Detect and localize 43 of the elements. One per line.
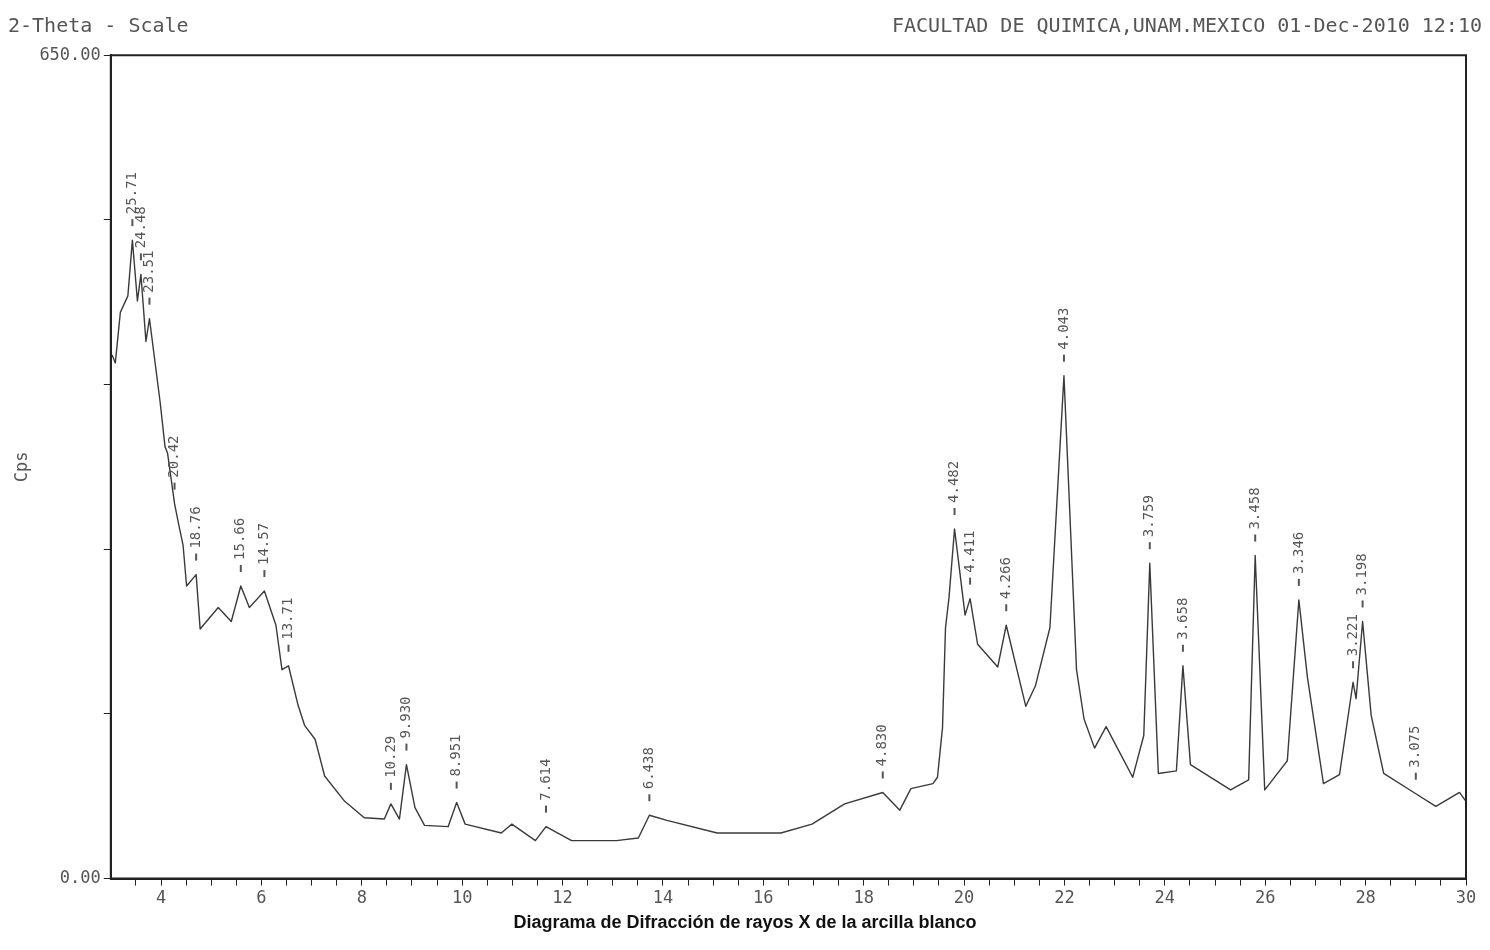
x-tick-label: 28 [1355,887,1376,908]
annotation: 3.458 [1245,487,1262,530]
annotation: 6.438 [640,747,657,790]
x-tick-label: 18 [853,887,874,908]
annotation: 18.76 [186,506,203,549]
x-tick-label: 24 [1154,887,1176,908]
y-tick-label: 0.00 [59,867,101,888]
x-tick-label: 14 [652,887,674,908]
annotation: 8.951 [447,734,464,777]
annotation: 3.221 [1343,614,1360,657]
annotation: 4.482 [945,460,962,503]
annotation: 7.614 [536,758,553,801]
annotation: 3.759 [1140,495,1157,538]
annotation: 4.266 [996,557,1013,600]
chart-subtitle: FACULTAD DE QUIMICA,UNAM.MEXICO 01-Dec-2010 12:10 [891,13,1482,37]
annotation: 3.658 [1173,597,1190,640]
annotation: 3.346 [1289,531,1306,574]
x-tick-label: 16 [753,887,774,908]
annotation: 4.411 [960,530,977,573]
x-tick-label: 30 [1455,887,1477,908]
text: Diagrama de Difracción de rayos X de la arcilla blanco [512,912,978,933]
x-tick-label: 20 [953,887,975,908]
x-tick-label: 4 [155,887,167,908]
x-tick-label: 6 [256,887,267,908]
x-tick-label: 8 [356,887,367,908]
x-tick-label: 12 [552,887,573,908]
annotation: 4.043 [1054,307,1071,350]
annotation: 20.42 [165,435,182,478]
annotation: 15.66 [231,517,248,560]
annotation: 3.198 [1353,553,1370,596]
x-tick-label: 26 [1254,887,1276,908]
annotation: 23.51 [140,250,157,293]
y-axis-title: Cps [10,451,31,483]
x-tick-label: 22 [1054,887,1075,908]
chart-title: 2-Theta - Scale [8,13,189,37]
annotation: 13.71 [279,597,296,640]
y-tick-label: 650.00 [39,43,101,64]
x-tick-label: 10 [451,887,473,908]
annotation: 9.930 [397,696,414,739]
annotation: 14.57 [255,522,272,566]
annotation: 10.29 [381,735,398,778]
annotation: 4.830 [873,724,890,767]
annotation: 3.075 [1406,725,1423,768]
